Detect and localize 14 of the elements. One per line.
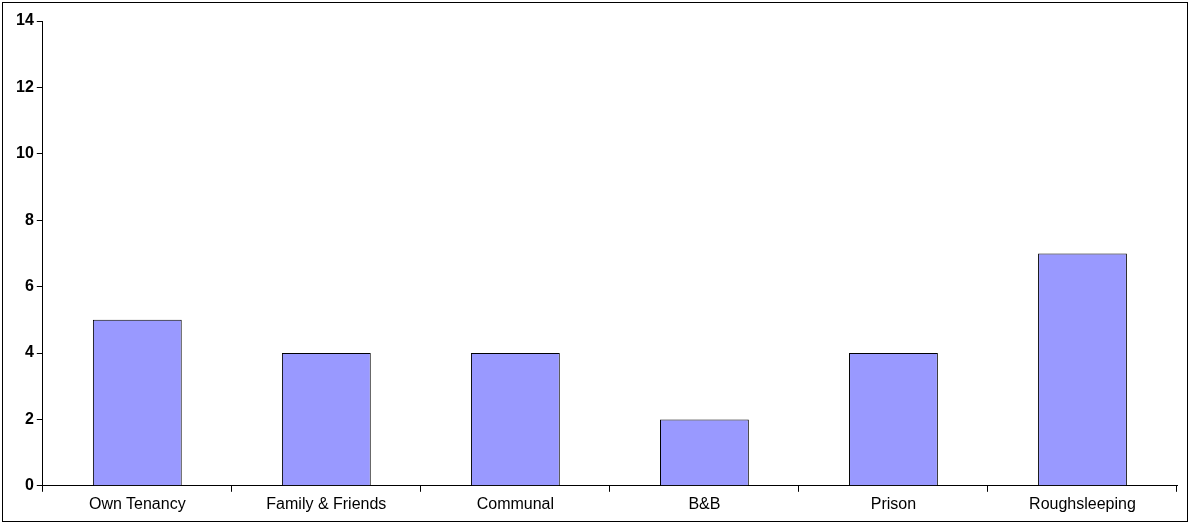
x-tick-label: Prison — [870, 494, 917, 512]
x-tick-label: Family & Friends — [266, 494, 387, 512]
x-tick-label: B&B — [688, 494, 721, 512]
x-tick-label: Own Tenancy — [88, 494, 186, 512]
y-tick-label: 4 — [24, 343, 34, 361]
x-tick-label: Communal — [476, 494, 555, 512]
y-tick-label: 12 — [16, 77, 34, 95]
x-tick-label: Roughsleeping — [1029, 494, 1136, 512]
y-tick-label: 10 — [16, 144, 34, 162]
y-tick-label: 0 — [24, 476, 34, 494]
y-tick-label: 14 — [16, 11, 34, 29]
y-tick-label: 2 — [24, 409, 34, 427]
y-tick-label: 6 — [24, 277, 34, 295]
y-tick-label: 8 — [24, 210, 34, 228]
